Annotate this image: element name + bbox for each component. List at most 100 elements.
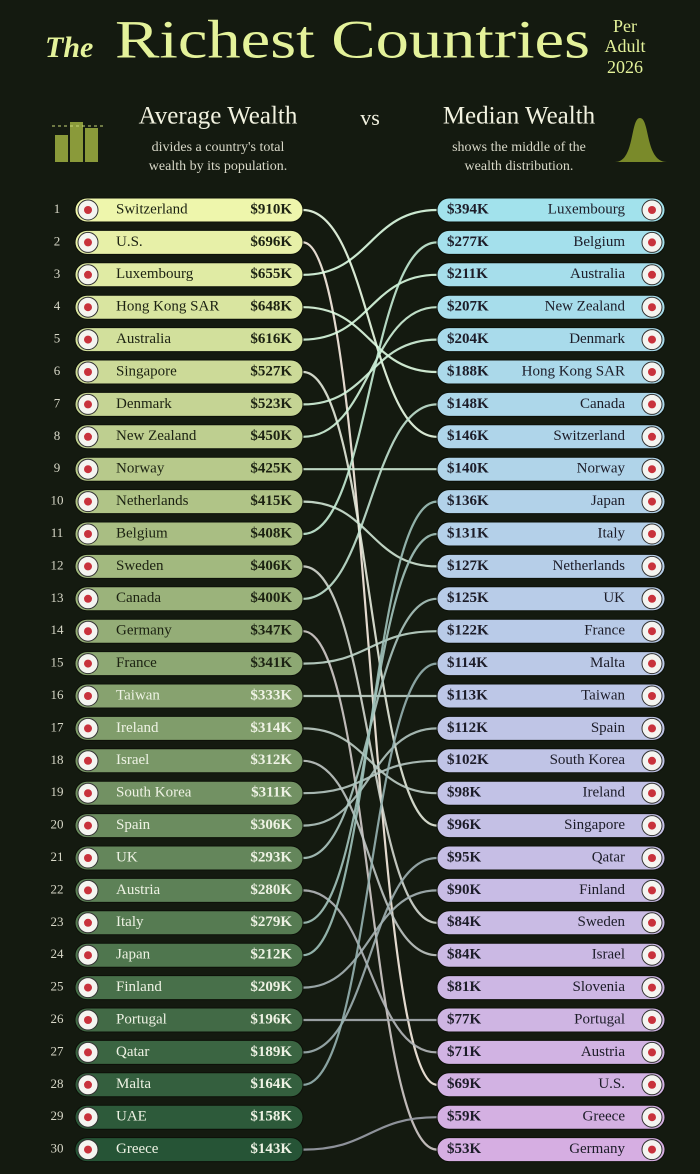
right-pill [436, 489, 666, 515]
country: Finland [579, 882, 625, 898]
median-wealth: $81K [447, 979, 482, 995]
right-desc: wealth distribution. [465, 159, 574, 174]
country: Austria [581, 1044, 626, 1060]
average-wealth: $408K [250, 525, 292, 541]
left-pill [74, 294, 304, 320]
year: 2026 [607, 57, 643, 77]
left-pill [74, 586, 304, 612]
country: Singapore [564, 817, 625, 833]
country: Switzerland [553, 428, 625, 444]
connector [302, 889, 438, 989]
flag-center [84, 821, 92, 830]
rank: 14 [51, 622, 65, 637]
country: Malta [590, 655, 625, 671]
right-desc: shows the middle of the [452, 140, 586, 155]
left-pill [74, 262, 304, 288]
flag-center [84, 918, 92, 927]
country: Belgium [116, 525, 168, 541]
connector [302, 630, 438, 1151]
country: Slovenia [573, 979, 626, 995]
right-pill [436, 618, 666, 644]
median-wealth: $84K [447, 947, 482, 963]
flag-center [84, 432, 92, 441]
left-pill [74, 877, 304, 903]
right-pill [436, 553, 666, 579]
rank: 26 [51, 1011, 65, 1026]
flag-center [648, 594, 656, 603]
left-pill [74, 489, 304, 515]
title: Richest Countries [115, 9, 590, 69]
right-pill [436, 748, 666, 774]
country: Qatar [116, 1044, 149, 1060]
flag-center [84, 238, 92, 247]
flag-center [648, 918, 656, 927]
median-wealth: $131K [447, 525, 489, 541]
left-pill [74, 197, 304, 223]
connector [302, 273, 438, 341]
right-pill [436, 391, 666, 417]
flag-center [84, 594, 92, 603]
median-wealth: $113K [447, 687, 488, 703]
rank: 12 [51, 557, 64, 572]
country: Belgium [573, 234, 625, 250]
rank: 28 [51, 1076, 64, 1091]
left-pill [74, 813, 304, 839]
median-wealth: $146K [447, 428, 489, 444]
rank: 23 [51, 914, 64, 929]
country: France [116, 655, 157, 671]
rank: 8 [54, 428, 61, 443]
right-heading: Median Wealth [443, 103, 596, 130]
connector [302, 306, 438, 438]
left-pill [74, 683, 304, 709]
flag-center [84, 1048, 92, 1057]
country: Italy [116, 914, 144, 930]
flag-center [648, 238, 656, 247]
flag-center [84, 1145, 92, 1154]
country: Sweden [116, 558, 164, 574]
connector [302, 241, 438, 536]
right-pill [436, 780, 666, 806]
median-wealth: $204K [447, 331, 489, 347]
median-wealth: $59K [447, 1109, 482, 1125]
flag-center [84, 756, 92, 765]
flag-center [84, 724, 92, 733]
median-wealth: $207K [447, 299, 489, 315]
left-pill [74, 424, 304, 450]
country: Denmark [116, 396, 172, 412]
left-pill [74, 748, 304, 774]
right-pill [436, 845, 666, 871]
rank: 4 [54, 298, 61, 313]
average-wealth: $696K [250, 234, 292, 250]
connector [302, 565, 438, 924]
right-pill [436, 910, 666, 936]
country: Greece [583, 1109, 626, 1125]
country: South Korea [550, 752, 626, 768]
country: Taiwan [581, 687, 625, 703]
left-desc: divides a country's total [152, 140, 285, 155]
flag-center [84, 303, 92, 312]
median-wealth: $277K [447, 234, 489, 250]
flag-center [648, 368, 656, 376]
flag-center [648, 530, 656, 538]
connector [302, 403, 438, 600]
flag-center [648, 1048, 656, 1057]
vs: vs [360, 105, 380, 130]
rank: 17 [51, 719, 65, 734]
connector [302, 208, 438, 438]
left-pill [74, 1104, 304, 1130]
country: Malta [116, 1076, 151, 1092]
median-wealth: $96K [447, 817, 482, 833]
rank: 15 [51, 655, 64, 670]
right-pill [436, 813, 666, 839]
flag-center [648, 724, 656, 733]
country: Israel [592, 947, 625, 963]
country: Qatar [592, 849, 625, 865]
flag-center [84, 530, 92, 538]
flag-center [84, 886, 92, 895]
rank: 13 [51, 590, 64, 605]
rank: 9 [54, 460, 61, 475]
average-wealth: $415K [250, 493, 292, 509]
flag-center [648, 886, 656, 895]
country: Luxembourg [548, 201, 626, 217]
